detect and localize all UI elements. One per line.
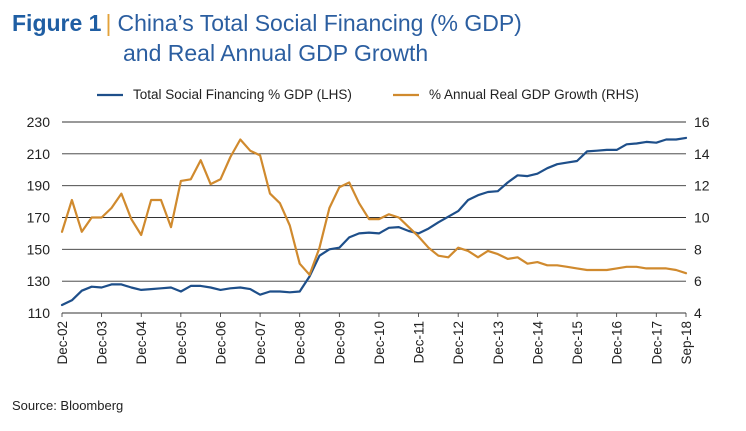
x-tick-label: Dec-09 xyxy=(332,321,347,365)
y-right-tick-label: 10 xyxy=(694,210,710,226)
source-note: Source: Bloomberg xyxy=(12,398,124,413)
x-tick-label: Dec-11 xyxy=(412,321,427,364)
x-tick-label: Dec-02 xyxy=(55,321,70,365)
y-left-tick-label: 190 xyxy=(27,178,51,194)
y-right-tick-label: 6 xyxy=(694,273,702,289)
x-tick-label: Dec-05 xyxy=(174,321,189,365)
x-tick-label: Dec-13 xyxy=(491,321,506,365)
x-tick-label: Dec-14 xyxy=(530,321,545,365)
series-line-gdp-growth xyxy=(60,138,688,276)
figure-title: Figure 1 | China’s Total Social Financing … xyxy=(12,8,522,38)
x-tick-label: Dec-06 xyxy=(213,321,228,365)
title-line-2: and Real Annual GDP Growth xyxy=(123,40,429,66)
x-tick-label: Dec-15 xyxy=(570,321,585,365)
x-tick-label: Dec-12 xyxy=(451,321,466,365)
y-left-tick-label: 210 xyxy=(27,146,51,162)
x-tick-label: Sep-18 xyxy=(679,321,694,365)
y-right-tick-label: 16 xyxy=(694,114,710,130)
y-right-tick-label: 4 xyxy=(694,305,702,321)
y-left-tick-label: 130 xyxy=(27,273,51,289)
x-tick-label: Dec-10 xyxy=(372,321,387,365)
y-right-tick-label: 12 xyxy=(694,178,710,194)
y-right-tick-label: 14 xyxy=(694,146,710,162)
x-tick-label: Dec-08 xyxy=(293,321,308,365)
y-left-tick-label: 230 xyxy=(27,114,51,130)
x-tick-label: Dec-03 xyxy=(95,321,110,365)
legend-label: Total Social Financing % GDP (LHS) xyxy=(133,87,352,102)
series-line-tsf xyxy=(60,136,688,307)
x-tick-label: Dec-17 xyxy=(649,321,664,365)
x-tick-label: Dec-16 xyxy=(610,321,625,365)
y-left-tick-label: 110 xyxy=(28,305,51,321)
x-tick-label: Dec-04 xyxy=(134,321,149,365)
title-separator: | xyxy=(105,10,112,36)
y-left-tick-label: 150 xyxy=(27,241,51,257)
title-line-1: China’s Total Social Financing (% GDP) xyxy=(117,10,522,36)
legend-label: % Annual Real GDP Growth (RHS) xyxy=(429,87,639,102)
y-right-tick-label: 8 xyxy=(694,241,702,257)
x-tick-label: Dec-07 xyxy=(253,321,268,365)
figure-label: Figure 1 xyxy=(12,10,102,36)
y-left-tick-label: 170 xyxy=(27,210,51,226)
